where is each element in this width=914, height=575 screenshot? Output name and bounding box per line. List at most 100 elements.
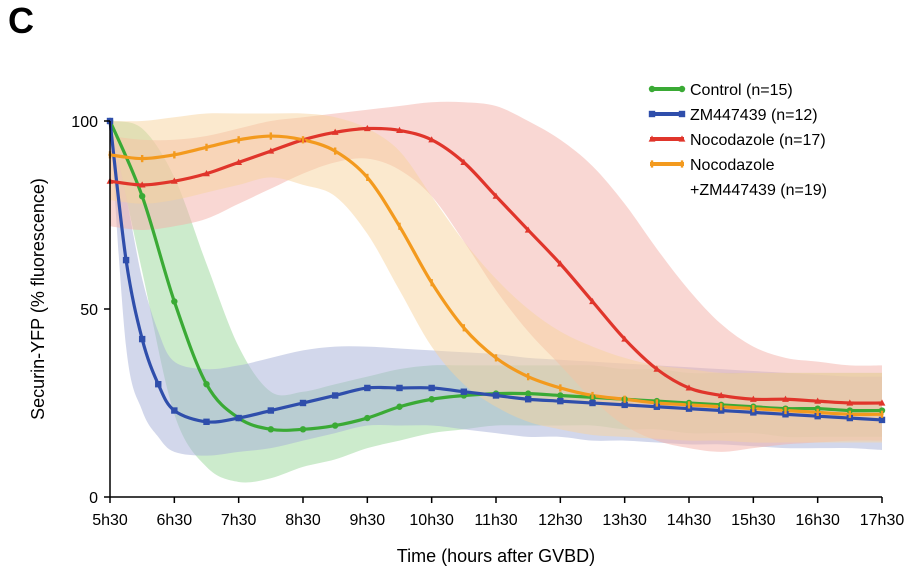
x-tick-label: 5h30 <box>92 512 128 529</box>
x-ticks: 5h30 6h30 7h30 8h30 9h30 10h30 11h30 12h30 13h30… <box>92 497 904 529</box>
point-zm447439-n-12 <box>138 335 146 343</box>
point-control-n-15 <box>524 390 532 397</box>
point-control-n-15 <box>138 193 146 200</box>
point-control-n-15 <box>878 407 886 414</box>
point-nocodazole-zm447439-n-19 <box>848 410 852 418</box>
point-nocodazole-zm447439-n-19 <box>784 406 787 415</box>
point-nocodazole-n-17 <box>203 170 210 177</box>
y-axis-title: Securin-YFP (% fluorescence) <box>28 178 48 420</box>
point-nocodazole-zm447439-n-19 <box>205 143 208 151</box>
point-nocodazole-zm447439-n-19 <box>269 132 273 140</box>
point-control-n-15 <box>331 422 339 429</box>
point-nocodazole-n-17 <box>428 136 436 143</box>
point-zm447439-n-12 <box>122 256 130 264</box>
point-zm447439-n-12 <box>717 407 725 414</box>
point-nocodazole-n-17 <box>589 297 596 305</box>
legend: Control (n=15) ZM447439 (n=12) Nocodazole … <box>650 82 827 199</box>
point-zm447439-n-12 <box>557 397 564 405</box>
point-nocodazole-n-17 <box>331 128 339 135</box>
point-zm447439-n-12 <box>814 412 821 420</box>
point-nocodazole-n-17 <box>267 147 275 154</box>
x-tick-label: 14h30 <box>667 512 712 529</box>
point-nocodazole-n-17 <box>396 126 403 133</box>
y-tick-label: 100 <box>71 114 98 131</box>
point-nocodazole-n-17 <box>556 260 564 267</box>
point-nocodazole-zm447439-n-19 <box>880 410 884 418</box>
x-tick-label: 13h30 <box>602 512 647 529</box>
point-zm447439-n-12 <box>878 416 886 424</box>
point-zm447439-n-12 <box>524 396 532 403</box>
legend-label: ZM447439 (n=12) <box>690 107 818 124</box>
x-tick-label: 10h30 <box>409 512 454 529</box>
legend-label: Nocodazole <box>690 157 775 174</box>
point-zm447439-n-12 <box>782 411 789 418</box>
x-tick-label: 9h30 <box>350 512 386 529</box>
point-nocodazole-zm447439-n-19 <box>237 136 240 144</box>
point-zm447439-n-12 <box>460 388 468 395</box>
point-nocodazole-n-17 <box>621 335 629 342</box>
point-nocodazole-n-17 <box>749 395 757 402</box>
y-tick-label: 0 <box>89 490 98 507</box>
point-zm447439-n-12 <box>589 399 596 407</box>
y-ticks: 0 50 100 <box>71 114 110 507</box>
point-nocodazole-n-17 <box>363 124 371 132</box>
y-tick-label: 50 <box>80 302 98 319</box>
x-tick-label: 7h30 <box>221 512 257 529</box>
point-zm447439-n-12 <box>492 392 500 399</box>
point-nocodazole-zm447439-n-19 <box>623 395 626 403</box>
point-control-n-15 <box>203 381 210 388</box>
point-zm447439-n-12 <box>331 392 339 399</box>
point-nocodazole-zm447439-n-19 <box>333 147 337 155</box>
point-nocodazole-n-17 <box>685 384 693 391</box>
point-nocodazole-zm447439-n-19 <box>301 136 305 144</box>
point-zm447439-n-12 <box>299 399 307 407</box>
x-axis-title: Time (hours after GVBD) <box>397 546 595 566</box>
point-zm447439-n-12 <box>203 418 210 425</box>
point-nocodazole-n-17 <box>846 399 854 406</box>
point-nocodazole-zm447439-n-19 <box>494 354 498 362</box>
x-tick-label: 11h30 <box>474 512 517 529</box>
point-nocodazole-zm447439-n-19 <box>559 384 562 392</box>
point-zm447439-n-12 <box>267 407 275 414</box>
point-zm447439-n-12 <box>685 405 693 412</box>
point-control-n-15 <box>557 392 564 399</box>
point-nocodazole-zm447439-n-19 <box>430 279 433 287</box>
point-nocodazole-zm447439-n-19 <box>687 401 691 409</box>
point-control-n-15 <box>364 414 371 422</box>
x-tick-label: 12h30 <box>538 512 583 529</box>
legend-label: +ZM447439 (n=19) <box>690 182 827 199</box>
panel-label: C <box>8 0 34 41</box>
point-nocodazole-zm447439-n-19 <box>655 399 659 407</box>
point-nocodazole-zm447439-n-19 <box>591 391 594 400</box>
legend-label: Nocodazole (n=17) <box>690 132 826 149</box>
point-zm447439-n-12 <box>653 403 661 410</box>
point-nocodazole-n-17 <box>653 365 661 372</box>
point-zm447439-n-12 <box>428 384 435 392</box>
point-nocodazole-n-17 <box>492 192 500 199</box>
x-tick-label: 15h30 <box>731 512 776 529</box>
point-nocodazole-n-17 <box>235 158 243 165</box>
point-zm447439-n-12 <box>621 401 628 409</box>
point-nocodazole-zm447439-n-19 <box>752 405 755 413</box>
point-nocodazole-zm447439-n-19 <box>366 173 369 181</box>
point-zm447439-n-12 <box>171 407 178 414</box>
point-zm447439-n-12 <box>396 384 403 392</box>
point-nocodazole-n-17 <box>878 399 886 406</box>
point-control-n-15 <box>267 426 275 433</box>
point-nocodazole-n-17 <box>170 177 178 184</box>
point-nocodazole-zm447439-n-19 <box>816 408 819 416</box>
x-tick-label: 6h30 <box>157 512 193 529</box>
point-control-n-15 <box>814 405 821 412</box>
point-nocodazole-n-17 <box>782 395 789 402</box>
point-nocodazole-zm447439-n-19 <box>526 373 530 381</box>
point-control-n-15 <box>846 407 854 414</box>
point-zm447439-n-12 <box>750 409 757 416</box>
point-control-n-15 <box>171 298 178 305</box>
point-nocodazole-zm447439-n-19 <box>398 222 401 230</box>
point-nocodazole-zm447439-n-19 <box>173 151 176 159</box>
point-zm447439-n-12 <box>155 381 162 388</box>
point-zm447439-n-12 <box>364 384 371 392</box>
point-control-n-15 <box>396 403 403 410</box>
legend-label: Control (n=15) <box>690 82 793 99</box>
